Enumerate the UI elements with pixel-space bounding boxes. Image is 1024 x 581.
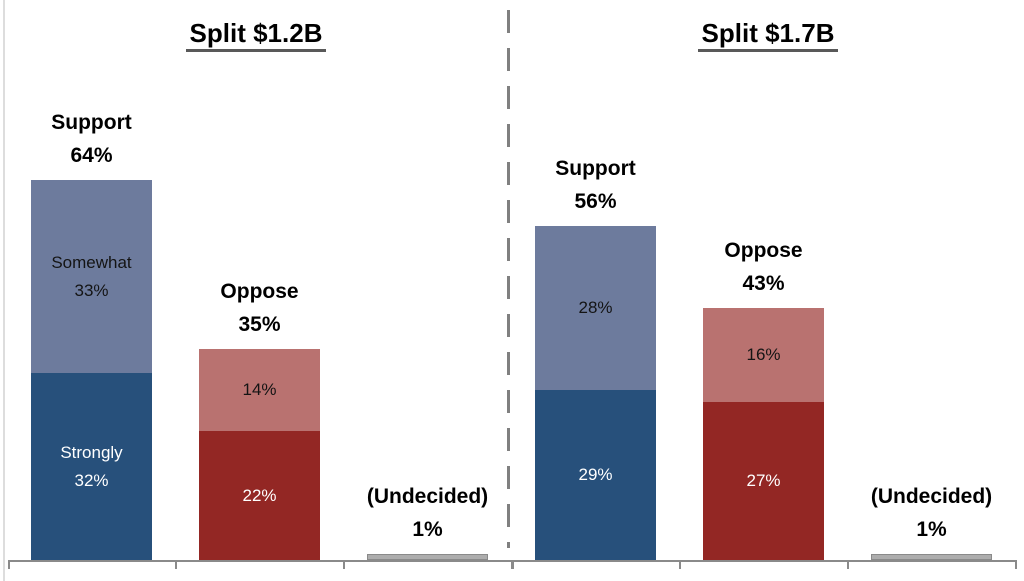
bar-segment-top: 14% [199, 349, 320, 431]
segment-value-label: Somewhat [51, 252, 132, 272]
segment-value-label: 33% [74, 280, 109, 300]
segment-value-label: 22% [242, 485, 277, 505]
stacked-bar-oppose: 16% 27% [703, 308, 824, 560]
total-label-line: (Undecided) [870, 485, 993, 508]
axis-tick [175, 560, 177, 569]
bar-total-label-support: Support 56% [496, 152, 696, 218]
stacked-bar-oppose: 14% 22% [199, 349, 320, 560]
bar-segment-bottom: 29% [535, 390, 656, 560]
total-label-line: 43% [742, 272, 785, 295]
segment-value-label: 28% [578, 298, 613, 317]
panel-title-wrap: Split $1.7B [512, 18, 1024, 52]
bar-segment-bottom: 27% [703, 402, 824, 560]
axis-tick [343, 560, 345, 569]
bar-segment-top: 28% [535, 226, 656, 390]
stacked-bar-undecided [367, 554, 488, 560]
total-label-line: (Undecided) [366, 485, 489, 508]
total-label-line: 1% [412, 518, 443, 541]
segment-value-label: Strongly [60, 442, 123, 462]
x-axis-line [8, 560, 512, 562]
bar-total-label-support: Support 64% [0, 106, 192, 172]
total-label-line: 56% [574, 190, 617, 213]
x-axis-line [512, 560, 1016, 562]
segment-value-label: 16% [746, 345, 781, 364]
bar-segment-only [871, 554, 992, 560]
stacked-bar-undecided [871, 554, 992, 560]
bar-segment-top: Somewhat 33% [31, 180, 152, 373]
segment-value-label: 14% [242, 380, 277, 399]
segment-value-label: 27% [746, 471, 781, 490]
plot-area: Support 64% Somewhat 33% Strongly 32% Oppose 35… [8, 0, 513, 569]
panel-title-wrap: Split $1.2B [0, 18, 512, 52]
axis-tick [8, 560, 10, 569]
panel-split-1-2b: Split $1.2B Support 64% Somewhat 33% Strongl… [0, 0, 513, 569]
bar-total-label-undecided: (Undecided) 1% [832, 480, 1024, 546]
bar-total-label-oppose: Oppose 43% [664, 234, 864, 300]
stacked-bar-support: Somewhat 33% Strongly 32% [31, 180, 152, 560]
total-label-line: Support [555, 157, 636, 180]
segment-value-label: 29% [578, 465, 613, 484]
axis-tick [847, 560, 849, 569]
total-label-line: Support [51, 111, 132, 134]
total-label-line: Oppose [724, 239, 803, 262]
bar-segment-only [367, 554, 488, 560]
axis-tick [1015, 560, 1017, 569]
panel-title: Split $1.2B [185, 18, 327, 52]
stacked-bar-support: 28% 29% [535, 226, 656, 560]
bar-total-label-undecided: (Undecided) 1% [328, 480, 528, 546]
bar-segment-top: 16% [703, 308, 824, 402]
total-label-line: 64% [70, 144, 113, 167]
total-label-line: 1% [916, 518, 947, 541]
dashed-divider-line [507, 10, 510, 548]
panel-title: Split $1.7B [697, 18, 839, 52]
segment-value-label: 32% [74, 470, 109, 490]
axis-tick [512, 560, 514, 569]
bar-segment-bottom: 22% [199, 431, 320, 560]
plot-area: Support 56% 28% 29% Oppose 43% 16% 27% (Undecide… [512, 0, 1017, 569]
panel-split-1-7b: Split $1.7B Support 56% 28% 29% Oppose 43% 16%… [512, 0, 1024, 581]
plot-left-border [3, 0, 5, 581]
bar-segment-bottom: Strongly 32% [31, 373, 152, 560]
bar-total-label-oppose: Oppose 35% [160, 275, 360, 341]
total-label-line: 35% [238, 313, 281, 336]
total-label-line: Oppose [220, 280, 299, 303]
axis-tick [679, 560, 681, 569]
